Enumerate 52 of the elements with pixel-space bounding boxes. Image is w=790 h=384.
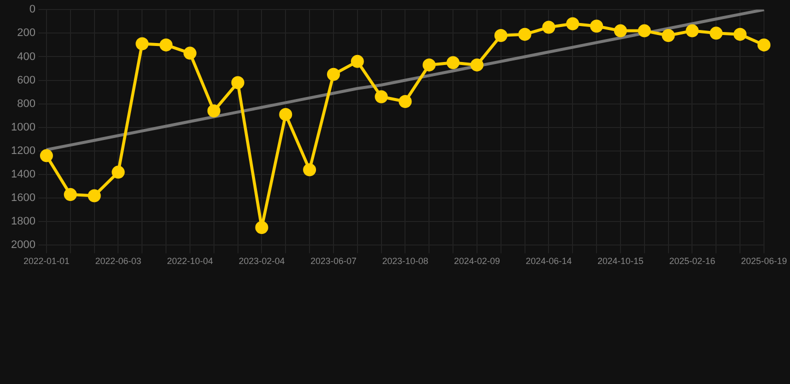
y-tick-label: 600: [17, 74, 36, 86]
x-tick-label: 2024-02-09: [454, 256, 500, 266]
point: [374, 90, 388, 104]
x-tick-label: 2025-06-19: [740, 256, 788, 266]
point: [350, 54, 364, 68]
point: [303, 163, 316, 176]
point: [279, 108, 292, 121]
point: [136, 37, 149, 50]
point: [446, 56, 460, 70]
point: [183, 46, 196, 60]
point: [398, 94, 412, 108]
x-tick-label: 2022-01-01: [23, 256, 70, 266]
point: [422, 58, 436, 72]
y-tick-label: 800: [17, 98, 36, 110]
point: [662, 29, 675, 42]
point: [231, 76, 244, 90]
y-tick-label: 1800: [10, 216, 36, 228]
y-tick-label: 2000: [10, 239, 36, 252]
point: [542, 20, 556, 34]
x-tick-label: 2022-10-04: [166, 256, 213, 266]
point: [518, 28, 532, 41]
x-tick-label: 2023-06-07: [310, 256, 356, 266]
point: [734, 28, 747, 41]
point: [112, 166, 125, 179]
point: [88, 189, 101, 202]
point: [590, 20, 604, 33]
x-tick-label: 2022-06-03: [95, 256, 142, 266]
point: [255, 221, 268, 234]
point: [638, 24, 651, 38]
point: [326, 68, 340, 81]
x-tick-label: 2024-10-15: [597, 256, 644, 266]
point: [686, 24, 699, 38]
point: [207, 104, 220, 118]
point: [614, 24, 627, 38]
y-tick-label: 1200: [10, 144, 36, 157]
y-tick-label: 400: [17, 50, 36, 63]
point: [566, 17, 580, 30]
point: [494, 29, 508, 42]
x-tick-label: 2024-06-14: [526, 256, 572, 266]
point: [710, 26, 723, 40]
y-tick-label: 200: [17, 27, 36, 40]
y-tick-label: 0: [29, 4, 36, 16]
y-tick-label: 1400: [10, 168, 36, 181]
y-tick-label: 1600: [10, 192, 36, 204]
x-tick-label: 2025-02-16: [669, 256, 716, 266]
point: [470, 58, 484, 72]
x-tick-label: 2023-02-04: [238, 256, 285, 266]
point: [757, 38, 770, 52]
point: [160, 38, 173, 52]
point: [64, 188, 77, 202]
y-tick-label: 1000: [10, 121, 36, 134]
x-tick-label: 2023-10-08: [382, 256, 428, 266]
